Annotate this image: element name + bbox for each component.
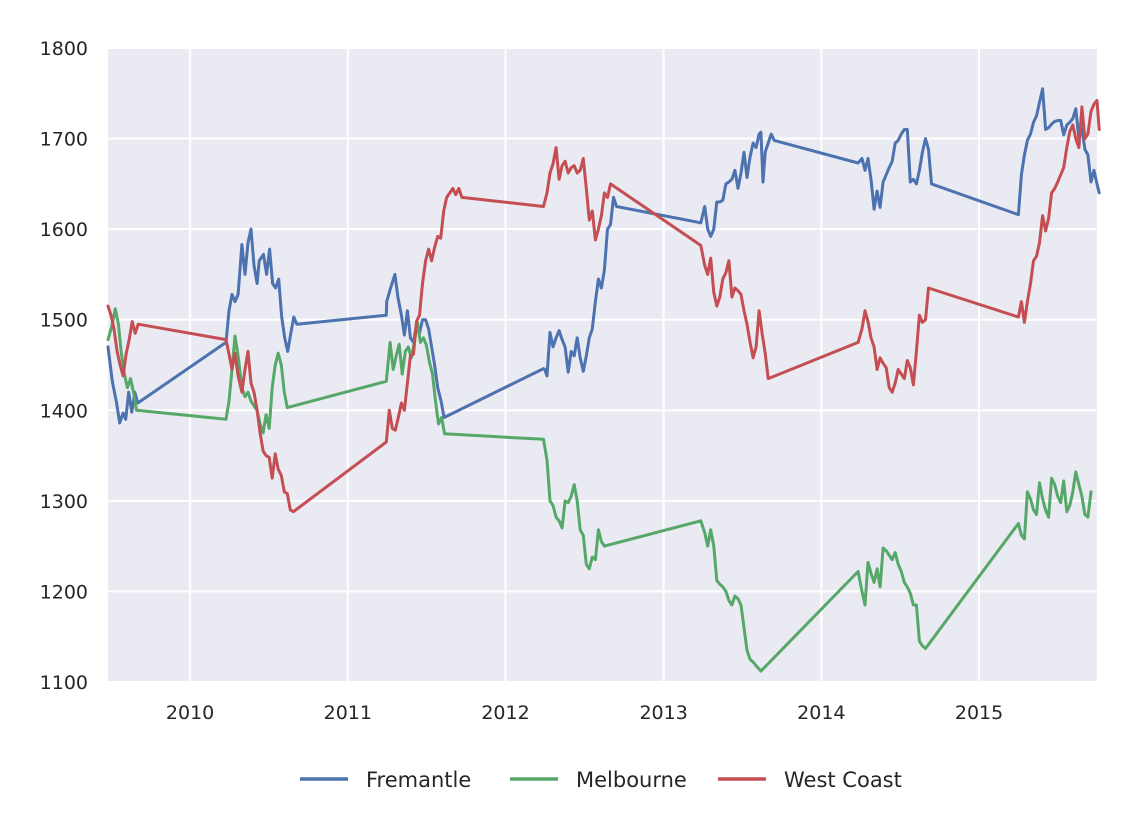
y-tick-label: 1800 [40,38,88,60]
y-tick-label: 1700 [40,129,88,151]
legend: Fremantle Melbourne West Coast [300,768,902,792]
series-line-west-coast [106,99,1101,514]
legend-label-fremantle: Fremantle [366,768,471,792]
series-line-fremantle [106,87,1101,425]
y-tick-label: 1500 [40,310,88,332]
legend-label-melbourne: Melbourne [576,768,687,792]
x-tick-label: 2012 [481,702,529,724]
series-line-melbourne [106,307,1093,673]
y-tick-label: 1600 [40,219,88,241]
y-tick-label: 1300 [40,491,88,513]
y-tick-label: 1200 [40,581,88,603]
x-tick-label: 2011 [324,702,372,724]
legend-label-west-coast: West Coast [784,768,902,792]
x-tick-label: 2015 [955,702,1003,724]
x-tick-label: 2010 [166,702,214,724]
y-tick-label: 1100 [40,672,88,694]
x-axis-tick-labels: 2010 2011 2012 2013 2014 2015 [166,702,1003,724]
x-tick-label: 2014 [797,702,845,724]
y-tick-label: 1400 [40,400,88,422]
x-tick-label: 2013 [639,702,687,724]
series-lines [106,87,1101,673]
plot-background [108,48,1097,682]
y-axis-tick-labels: 1100 1200 1300 1400 1500 1600 1700 1800 [40,38,88,694]
